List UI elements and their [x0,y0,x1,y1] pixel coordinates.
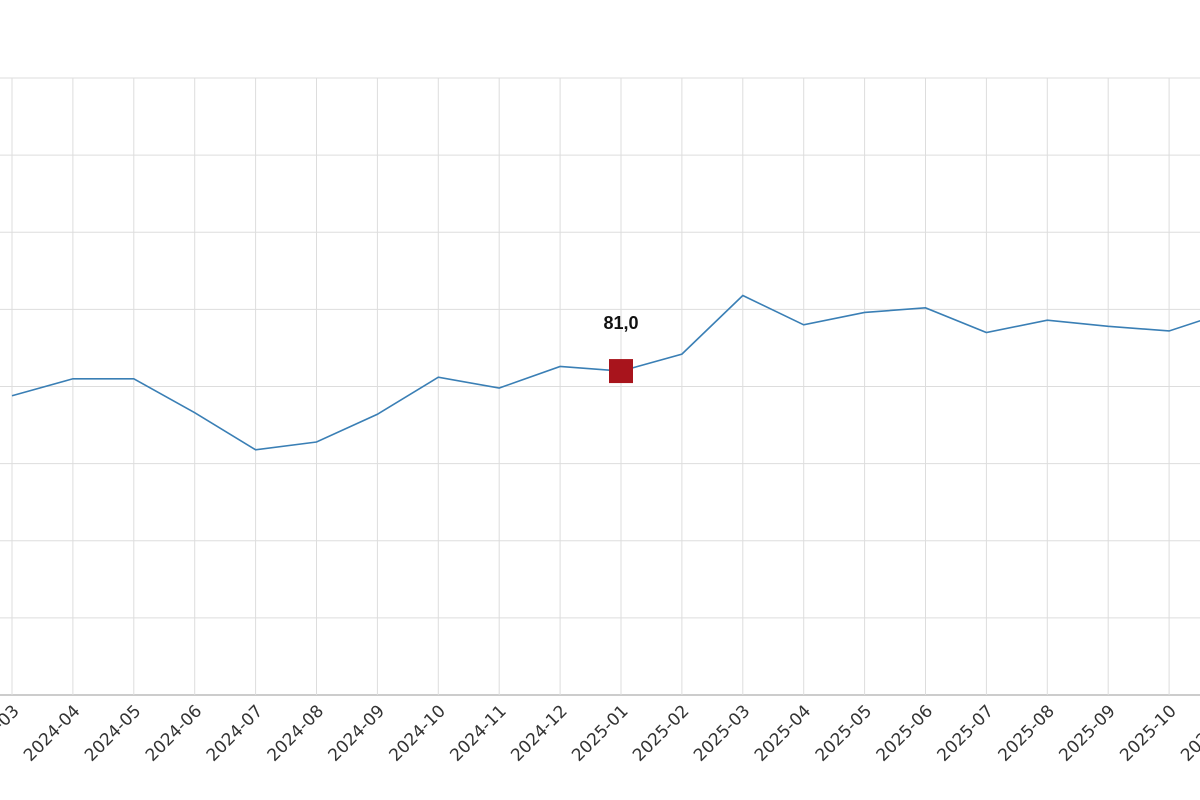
value-label: 81,0 [603,313,638,333]
x-tick-label: 2024-04 [20,701,84,765]
x-tick-label: 2024-11 [446,701,510,765]
x-tick-label: 2024-08 [264,701,328,765]
x-tick-label: 2024-07 [203,701,267,765]
x-tick-label: 2025-02 [629,701,693,765]
highlight-marker [609,359,633,384]
x-tick-label: 2024-03 [0,701,24,765]
x-tick-label: 2024-10 [385,701,449,765]
x-tick-label: 2025-07 [934,701,998,765]
x-tick-label: 2025-10 [1116,701,1180,765]
x-tick-label: 2025-05 [812,701,876,765]
x-tick-label: 2025-03 [690,701,754,765]
x-tick-label: 2025-11 [1177,701,1200,765]
x-tick-label: 2025-01 [568,701,632,765]
x-tick-label: 2025-06 [873,701,937,765]
x-tick-label: 2025-08 [994,701,1058,765]
x-tick-label: 2024-12 [507,701,571,765]
x-tick-label: 2024-09 [325,701,389,765]
x-tick-label: 2025-09 [1055,701,1119,765]
x-tick-label: 2024-06 [142,701,206,765]
x-tick-label: 2024-05 [81,701,145,765]
x-tick-label: 2025-04 [751,701,815,765]
